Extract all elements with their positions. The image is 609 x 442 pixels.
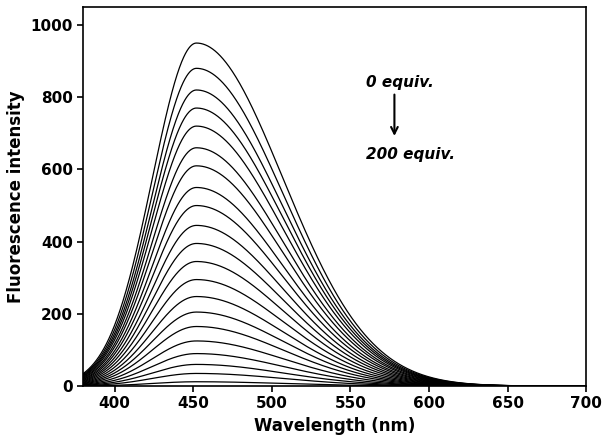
Text: 200 equiv.: 200 equiv. (366, 148, 455, 163)
Y-axis label: Fluorescence intensity: Fluorescence intensity (7, 90, 25, 303)
Text: 0 equiv.: 0 equiv. (366, 75, 434, 90)
X-axis label: Wavelength (nm): Wavelength (nm) (254, 417, 415, 435)
